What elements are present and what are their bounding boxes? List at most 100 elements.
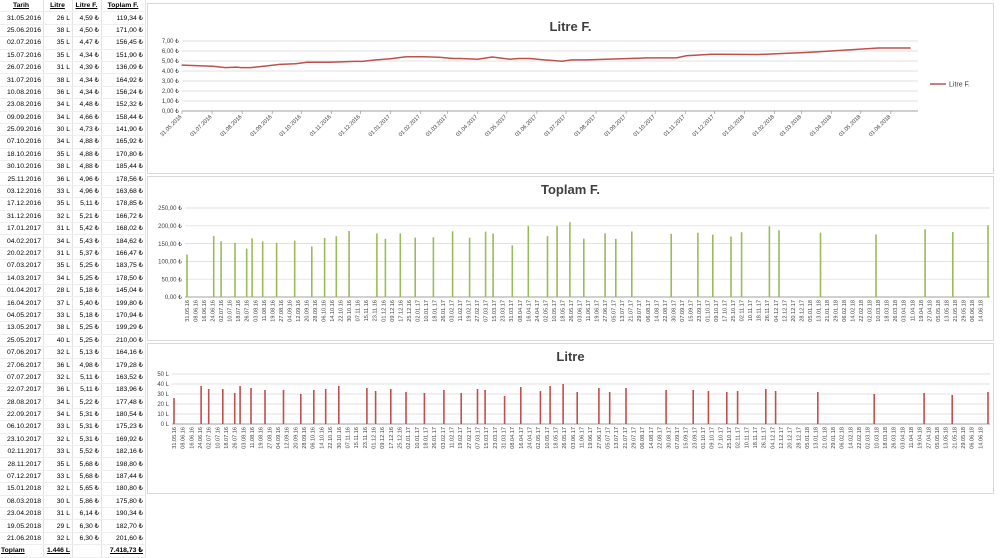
table-cell[interactable]: 5,42 ₺ bbox=[72, 222, 102, 236]
table-cell[interactable]: 20.02.2017 bbox=[0, 247, 44, 261]
table-cell[interactable]: 201,60 ₺ bbox=[101, 532, 146, 546]
table-cell[interactable]: 5,22 ₺ bbox=[72, 396, 102, 409]
table-cell[interactable]: 33 L bbox=[43, 445, 73, 459]
table-cell[interactable]: 4,88 ₺ bbox=[72, 160, 102, 174]
table-cell[interactable]: 182,16 ₺ bbox=[101, 445, 146, 459]
table-cell[interactable]: 38 L bbox=[43, 160, 73, 174]
table-cell[interactable]: 34 L bbox=[43, 272, 73, 286]
table-cell[interactable]: 6,14 ₺ bbox=[72, 507, 102, 521]
table-cell[interactable]: 36 L bbox=[43, 383, 73, 397]
table-cell[interactable]: 168,02 ₺ bbox=[101, 222, 146, 236]
column-header[interactable]: Toplam F. bbox=[101, 0, 146, 13]
table-cell[interactable]: 33 L bbox=[43, 470, 73, 484]
table-cell[interactable]: 136,09 ₺ bbox=[101, 61, 146, 75]
table-cell[interactable]: 179,28 ₺ bbox=[101, 358, 146, 372]
table-cell[interactable]: 36 L bbox=[43, 172, 73, 186]
table-cell[interactable]: 151,90 ₺ bbox=[101, 49, 146, 62]
table-cell[interactable]: 5,65 ₺ bbox=[72, 482, 102, 496]
table-cell[interactable]: 23.08.2016 bbox=[0, 98, 44, 112]
total-cell[interactable]: 7.418,73 ₺ bbox=[101, 544, 146, 558]
table-cell[interactable]: 27.06.2017 bbox=[0, 358, 44, 372]
table-cell[interactable]: 165,92 ₺ bbox=[101, 135, 146, 149]
table-cell[interactable]: 34 L bbox=[43, 234, 73, 248]
table-cell[interactable]: 163,68 ₺ bbox=[101, 185, 146, 199]
table-cell[interactable]: 156,24 ₺ bbox=[101, 86, 146, 100]
table-cell[interactable]: 40 L bbox=[43, 334, 73, 347]
table-cell[interactable]: 07.07.2017 bbox=[0, 371, 44, 385]
table-cell[interactable]: 31.07.2016 bbox=[0, 73, 44, 87]
table-cell[interactable]: 5,68 ₺ bbox=[72, 470, 102, 484]
table-cell[interactable]: 4,34 ₺ bbox=[72, 86, 102, 100]
table-cell[interactable]: 35 L bbox=[43, 457, 73, 471]
table-cell[interactable]: 25.06.2016 bbox=[0, 24, 44, 38]
table-cell[interactable]: 5,11 ₺ bbox=[72, 371, 102, 385]
table-cell[interactable]: 31.12.2016 bbox=[0, 210, 44, 224]
table-cell[interactable]: 6,30 ₺ bbox=[72, 532, 102, 546]
table-cell[interactable]: 34 L bbox=[43, 111, 73, 124]
table-cell[interactable]: 08.03.2018 bbox=[0, 495, 44, 509]
table-cell[interactable]: 164,16 ₺ bbox=[101, 346, 146, 360]
table-cell[interactable]: 166,72 ₺ bbox=[101, 210, 146, 224]
table-cell[interactable]: 25.05.2017 bbox=[0, 334, 44, 347]
total-cell[interactable]: 1.446 L bbox=[43, 544, 73, 558]
table-cell[interactable]: 4,50 ₺ bbox=[72, 24, 102, 38]
litre-bar-chart[interactable]: Litre 0 L 10 L 20 L 30 L 40 L 50 L 31.05.16 08.0… bbox=[147, 343, 994, 494]
table-cell[interactable]: 5,25 ₺ bbox=[72, 321, 102, 335]
table-cell[interactable]: 32 L bbox=[43, 346, 73, 360]
table-cell[interactable]: 17.01.2017 bbox=[0, 222, 44, 236]
table-cell[interactable]: 04.05.2017 bbox=[0, 309, 44, 323]
table-cell[interactable]: 4,96 ₺ bbox=[72, 185, 102, 199]
table-cell[interactable]: 4,88 ₺ bbox=[72, 135, 102, 149]
table-cell[interactable]: 33 L bbox=[43, 309, 73, 323]
table-cell[interactable]: 5,31 ₺ bbox=[72, 408, 102, 422]
table-cell[interactable]: 5,31 ₺ bbox=[72, 420, 102, 434]
table-cell[interactable]: 182,70 ₺ bbox=[101, 519, 146, 533]
table-cell[interactable]: 26.07.2016 bbox=[0, 61, 44, 75]
table-cell[interactable]: 36 L bbox=[43, 358, 73, 372]
table-cell[interactable]: 34 L bbox=[43, 408, 73, 422]
table-cell[interactable]: 35 L bbox=[43, 197, 73, 211]
table-cell[interactable]: 199,80 ₺ bbox=[101, 296, 146, 310]
table-cell[interactable]: 07.06.2017 bbox=[0, 346, 44, 360]
table-cell[interactable]: 5,68 ₺ bbox=[72, 457, 102, 471]
table-cell[interactable]: 09.09.2016 bbox=[0, 111, 44, 124]
table-cell[interactable]: 25.11.2016 bbox=[0, 172, 44, 186]
table-cell[interactable]: 15.07.2016 bbox=[0, 49, 44, 62]
table-cell[interactable]: 29 L bbox=[43, 519, 73, 533]
table-cell[interactable]: 01.04.2017 bbox=[0, 284, 44, 298]
table-cell[interactable]: 170,94 ₺ bbox=[101, 309, 146, 323]
table-cell[interactable]: 22.09.2017 bbox=[0, 408, 44, 422]
table-cell[interactable]: 22.07.2017 bbox=[0, 383, 44, 397]
table-cell[interactable]: 5,18 ₺ bbox=[72, 284, 102, 298]
column-header[interactable]: Litre bbox=[43, 0, 73, 13]
table-cell[interactable]: 30 L bbox=[43, 495, 73, 509]
table-cell[interactable]: 4,66 ₺ bbox=[72, 111, 102, 124]
table-cell[interactable]: 30.10.2016 bbox=[0, 160, 44, 174]
table-cell[interactable]: 5,86 ₺ bbox=[72, 495, 102, 509]
column-header[interactable]: Litre F. bbox=[72, 0, 102, 13]
table-cell[interactable]: 35 L bbox=[43, 148, 73, 162]
table-cell[interactable]: 4,98 ₺ bbox=[72, 358, 102, 372]
table-cell[interactable]: 5,13 ₺ bbox=[72, 346, 102, 360]
table-cell[interactable]: 23.04.2018 bbox=[0, 507, 44, 521]
table-cell[interactable]: 158,44 ₺ bbox=[101, 111, 146, 124]
table-cell[interactable]: 21.06.2018 bbox=[0, 532, 44, 546]
table-cell[interactable]: 178,50 ₺ bbox=[101, 272, 146, 286]
table-cell[interactable]: 37 L bbox=[43, 296, 73, 310]
table-cell[interactable]: 183,96 ₺ bbox=[101, 383, 146, 397]
table-cell[interactable]: 178,85 ₺ bbox=[101, 197, 146, 211]
table-cell[interactable]: 34 L bbox=[43, 98, 73, 112]
table-cell[interactable]: 152,32 ₺ bbox=[101, 98, 146, 112]
table-cell[interactable]: 31 L bbox=[43, 247, 73, 261]
table-cell[interactable]: 6,30 ₺ bbox=[72, 519, 102, 533]
table-cell[interactable]: 169,92 ₺ bbox=[101, 433, 146, 447]
table-cell[interactable]: 166,47 ₺ bbox=[101, 247, 146, 261]
table-cell[interactable]: 164,92 ₺ bbox=[101, 73, 146, 87]
table-cell[interactable]: 10.08.2016 bbox=[0, 86, 44, 100]
table-cell[interactable]: 34 L bbox=[43, 135, 73, 149]
table-cell[interactable]: 5,40 ₺ bbox=[72, 296, 102, 310]
table-cell[interactable]: 156,45 ₺ bbox=[101, 36, 146, 50]
table-cell[interactable]: 33 L bbox=[43, 420, 73, 434]
table-cell[interactable]: 4,88 ₺ bbox=[72, 148, 102, 162]
table-cell[interactable]: 119,34 ₺ bbox=[101, 11, 146, 25]
